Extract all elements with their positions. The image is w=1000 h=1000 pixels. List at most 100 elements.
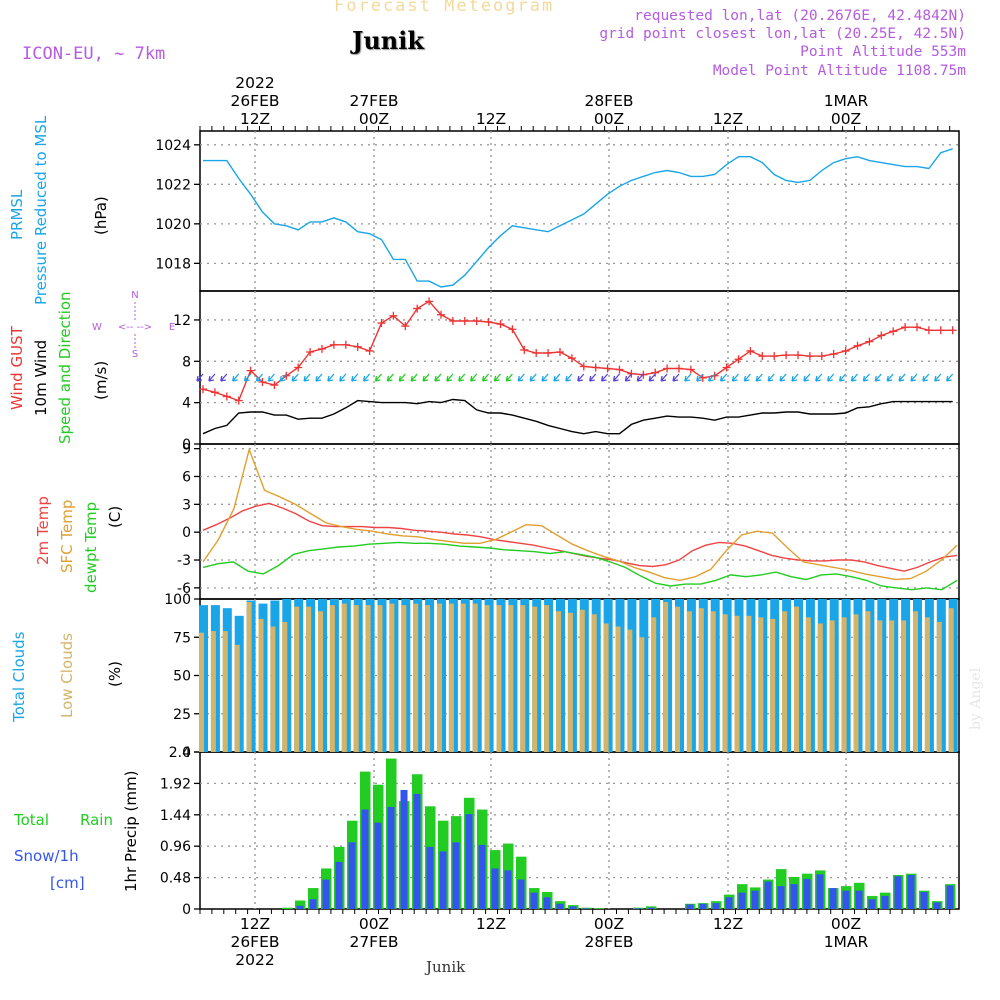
time-label-bottom: 27FEB [349,933,398,951]
low-cloud-bar [401,605,407,752]
gust-marker [579,362,588,371]
gust-marker [651,368,660,377]
wind-arrow [719,373,728,382]
snow-bar [543,897,551,909]
wind-arrow [434,373,442,382]
precip-ylabel: 1hr Precip (mm) [122,771,140,892]
time-label-bottom: 12Z [713,915,743,933]
low-cloud-bar [913,611,918,752]
gust-marker [686,365,695,374]
low-cloud-bar [413,603,419,752]
snow-bar [517,879,525,909]
rain-bar [594,908,605,909]
snow-bar [842,890,850,909]
wind-arrow [946,373,954,382]
wind-arrow [827,373,835,382]
snow-bar [933,902,941,909]
snow-bar [348,842,356,909]
gust-marker [353,342,362,351]
cloud-label: Total Clouds [10,631,28,723]
panel-frame [199,290,960,445]
snow-bar [634,908,642,909]
gust-marker [532,349,541,358]
time-label-top: 00Z [831,110,861,128]
low-cloud-bar [270,626,276,752]
y-tick-label: 1.44 [160,808,191,824]
gust-marker [817,352,826,361]
rain-bar [308,888,319,909]
snow-bar [452,842,460,909]
wind10m-label: 10m Wind [32,340,50,416]
y-tick-label: 8 [182,354,191,370]
dewpt-label: dewpt Temp [82,502,100,593]
gust-marker [936,326,945,335]
compass-arrows: <-- --> [118,322,152,333]
gust-marker [924,326,933,335]
y-tick-label: 1020 [155,217,191,233]
gust-marker [365,346,374,355]
y-tick-label: 9 [182,442,191,458]
compass-n: N [131,290,138,301]
gust-marker [246,366,255,375]
snow-bar [413,793,421,909]
gust-marker [805,352,814,361]
gust-marker [591,363,600,372]
time-label-bottom: 1MAR [824,933,869,951]
time-label-top: 00Z [594,110,624,128]
total-clouds-label: Total Clouds [10,631,28,723]
wind-arrow [767,373,775,382]
wind-arrow [696,373,704,382]
wind-arrow [493,373,501,382]
wind-arrow [612,373,620,382]
low-cloud-bar [460,603,466,752]
low-cloud-bar [329,605,335,752]
time-label-top: 12Z [713,110,743,128]
wind-arrow [517,373,525,382]
wind-arrow [577,373,585,382]
snow-bar [829,888,837,909]
wind-unit-label: (m/s) [92,361,110,400]
snow-bar [309,899,317,909]
snow-bar [777,886,785,909]
snow-bar [491,868,499,909]
gust-marker [282,371,291,380]
y-tick-label: 0.96 [160,839,191,855]
snow-bar [322,879,330,909]
wind-arrow [220,373,228,382]
precip-unit: 1hr Precip (mm) [122,771,140,892]
low-clouds-label: Low Clouds [58,633,76,718]
pressure-unit-label: (hPa) [92,196,110,235]
snow-bar [712,903,720,909]
low-cloud-bar [544,605,550,752]
gust-marker [746,346,755,355]
wind-arrow [731,373,739,382]
compass-w: W [92,322,102,333]
low-cloud-bar [258,618,264,752]
wind-arrow [910,373,918,382]
gust-marker [865,337,874,346]
low-cloud-bar [556,611,561,752]
sfctemp-label: SFC Temp [58,500,76,573]
snow-bar [816,874,824,909]
snow-bar [907,874,915,909]
low-cloud-bar [948,608,954,752]
gust-marker [508,325,517,334]
wind-arrow [755,373,763,382]
gust-marker [318,344,326,353]
snow-bar [790,884,798,909]
requested-coords: requested lon,lat (20.2676E, 42.4842N) [634,8,966,24]
time-label-bottom: 12Z [476,915,506,933]
snow-bar [647,907,655,909]
wind-arrow [600,373,609,382]
y-tick-label: 0 [182,745,191,761]
low-cloud-bar [306,606,312,752]
gust-marker [663,364,672,373]
y-tick-label: 1022 [155,177,191,193]
gust-marker [615,365,624,374]
wind-arrow [351,373,359,382]
cloud-unit: (%) [106,661,124,687]
snow-bar [478,844,486,909]
time-label-top: 12Z [476,110,506,128]
gust-marker [425,297,434,306]
wind-arrow [470,373,478,382]
